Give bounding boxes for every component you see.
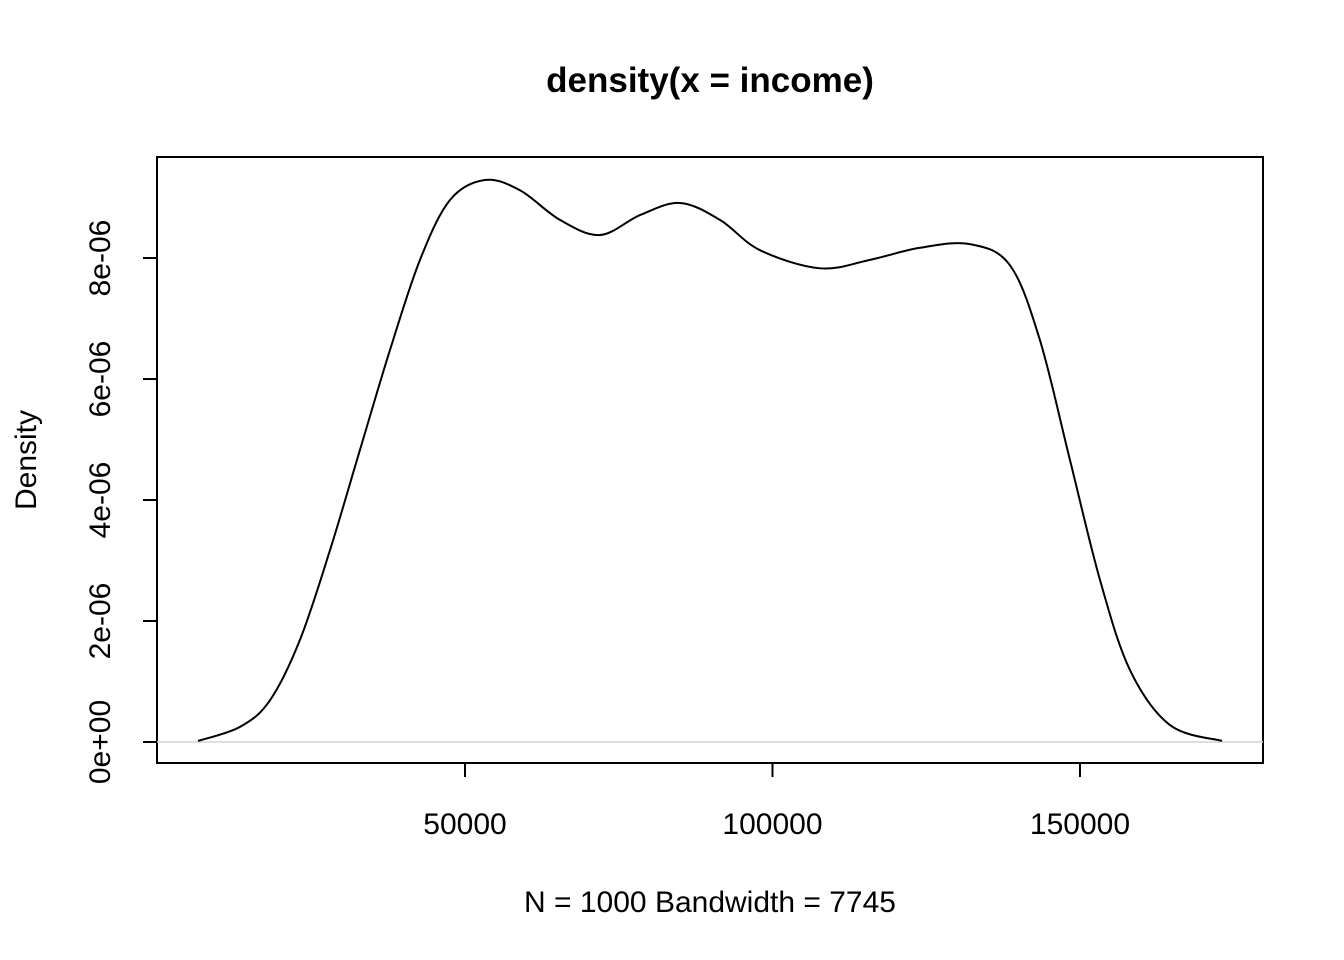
y-tick-label: 8e-06 (84, 220, 117, 297)
density-line (197, 178, 1223, 742)
chart-title: density(x = income) (546, 61, 874, 100)
x-axis-label: N = 1000 Bandwidth = 7745 (524, 886, 896, 919)
x-tick-label: 50000 (423, 808, 506, 841)
y-tick-label: 0e+00 (84, 700, 117, 784)
y-tick-label: 4e-06 (84, 462, 117, 539)
x-tick-label: 100000 (722, 808, 822, 841)
x-tick-label: 150000 (1030, 808, 1130, 841)
y-axis-label: Density (10, 410, 43, 510)
plot-frame (156, 156, 1264, 764)
y-tick-label: 6e-06 (84, 341, 117, 418)
y-tick-label: 2e-06 (84, 583, 117, 660)
